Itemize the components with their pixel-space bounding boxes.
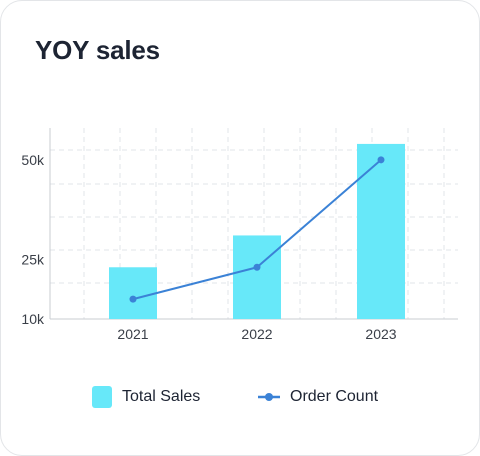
legend-swatch-bar [92, 386, 112, 408]
legend-item-order-count[interactable]: Order Count [258, 385, 378, 409]
point-order-count-2021 [129, 295, 137, 303]
chart-title: YOY sales [35, 35, 160, 65]
x-tick-label: 2023 [365, 326, 396, 342]
bar-total-sales-2021 [109, 267, 157, 319]
y-tick-label: 10k [21, 311, 45, 327]
bar-total-sales-2022 [233, 235, 281, 319]
point-order-count-2023 [377, 156, 385, 164]
legend: Total Sales Order Count [0, 385, 480, 409]
point-order-count-2022 [253, 263, 261, 271]
y-tick-label: 25k [21, 251, 45, 267]
legend-label-total-sales: Total Sales [122, 388, 201, 405]
bar-total-sales-2023 [357, 143, 405, 319]
x-tick-label: 2021 [117, 326, 148, 342]
bar-series-total-sales [109, 143, 405, 319]
legend-label-order-count: Order Count [290, 388, 379, 405]
tick-labels: 50k 25k 10k 2021 2022 2023 [21, 152, 396, 342]
legend-swatch-line [258, 393, 280, 401]
line-series-order-count [129, 156, 385, 303]
y-tick-label: 50k [21, 152, 45, 168]
x-tick-label: 2022 [241, 326, 272, 342]
legend-item-total-sales[interactable]: Total Sales [92, 385, 200, 409]
